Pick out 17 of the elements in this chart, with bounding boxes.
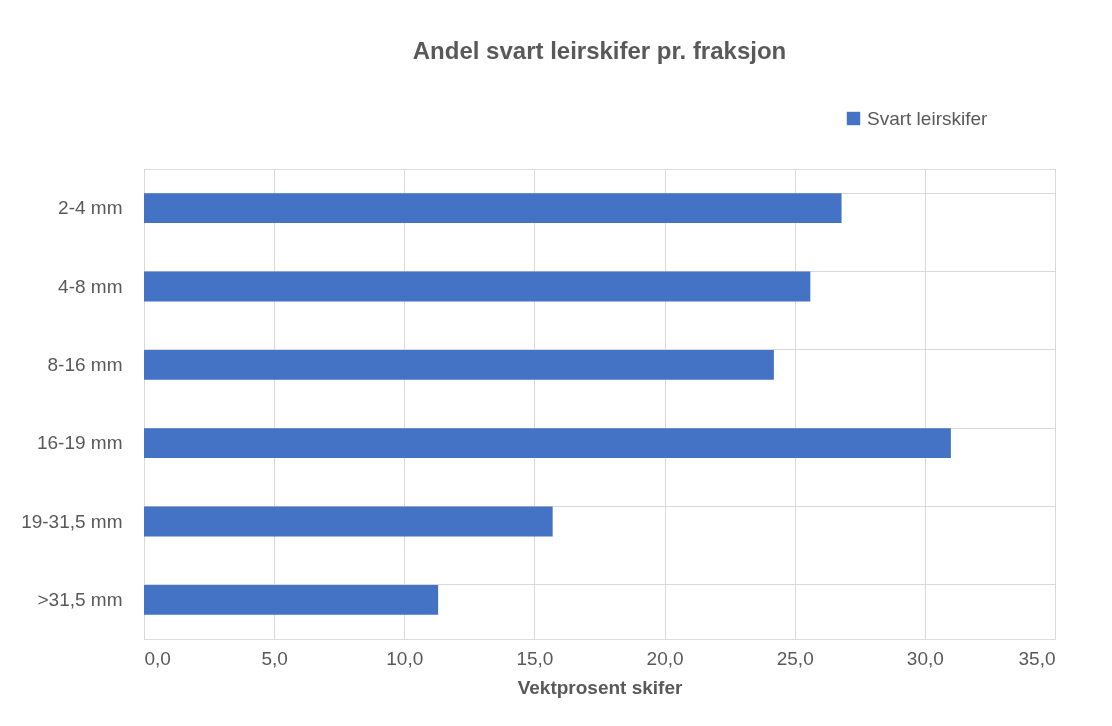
y-tick-label: 8-16 mm: [47, 353, 123, 375]
x-tick-label: 10,0: [386, 647, 424, 669]
y-tick-label: >31,5 mm: [37, 588, 123, 610]
x-tick-label: 15,0: [516, 647, 554, 669]
x-tick-label: 25,0: [776, 647, 814, 669]
x-tick-label: 35,0: [1018, 647, 1056, 669]
y-tick-label: 19-31,5 mm: [21, 510, 123, 532]
x-tick-label: 20,0: [646, 647, 684, 669]
x-axis-title: Vektprosent skifer: [517, 676, 683, 698]
x-tick-label: 30,0: [906, 647, 944, 669]
x-tick-label: 0,0: [144, 647, 171, 669]
x-tick-label: 5,0: [261, 647, 288, 669]
chart-title: Andel svart leirskifer pr. fraksjon: [412, 37, 787, 64]
y-tick-label: 16-19 mm: [36, 432, 123, 454]
y-tick-label: 4-8 mm: [58, 275, 123, 297]
legend-label: Svart leirskifer: [867, 107, 989, 129]
y-tick-label: 2-4 mm: [58, 197, 123, 219]
